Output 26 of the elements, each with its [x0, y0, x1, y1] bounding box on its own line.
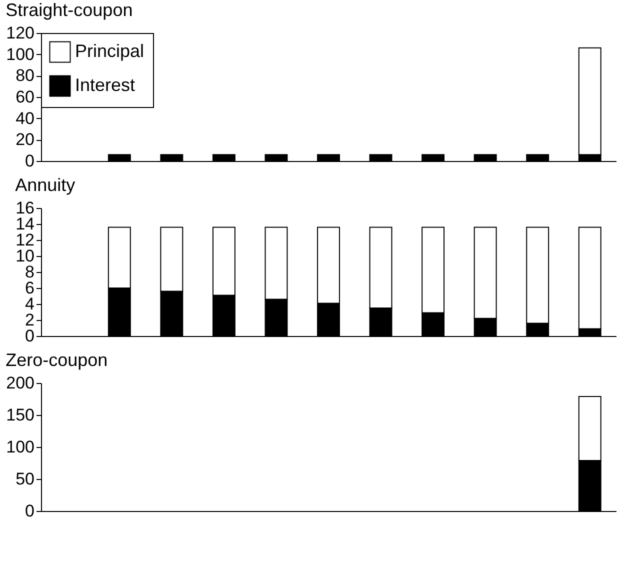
y-tick-label: 12 [16, 230, 34, 250]
y-tick-label: 200 [6, 374, 34, 392]
y-tick-label: 2 [25, 310, 34, 330]
y-tick-label: 20 [16, 130, 34, 150]
y-tick-label: 14 [16, 214, 34, 234]
chart-title: Straight-coupon [6, 0, 133, 20]
chart-title: Zero-coupon [6, 350, 108, 370]
y-tick-label: 100 [6, 44, 34, 64]
y-tick-label: 8 [25, 262, 34, 282]
y-tick-label: 6 [25, 278, 34, 298]
y-tick-label: 150 [6, 406, 34, 424]
y-tick-label: 0 [25, 326, 34, 346]
y-tick-label: 0 [25, 502, 34, 520]
y-tick-label: 50 [16, 470, 34, 488]
legend-label: Principal [75, 41, 144, 61]
y-tick-label: 80 [16, 66, 34, 86]
y-tick-label: 10 [16, 246, 34, 266]
y-tick-label: 40 [16, 108, 34, 128]
y-tick-label: 100 [6, 438, 34, 456]
chart-title: Annuity [15, 175, 76, 195]
y-tick-label: 16 [16, 198, 34, 218]
y-tick-label: 4 [25, 294, 34, 314]
y-tick-label: 60 [16, 88, 34, 106]
y-tick-label: 0 [25, 152, 34, 170]
legend-label: Interest [75, 75, 136, 95]
y-tick-label: 120 [6, 24, 34, 42]
